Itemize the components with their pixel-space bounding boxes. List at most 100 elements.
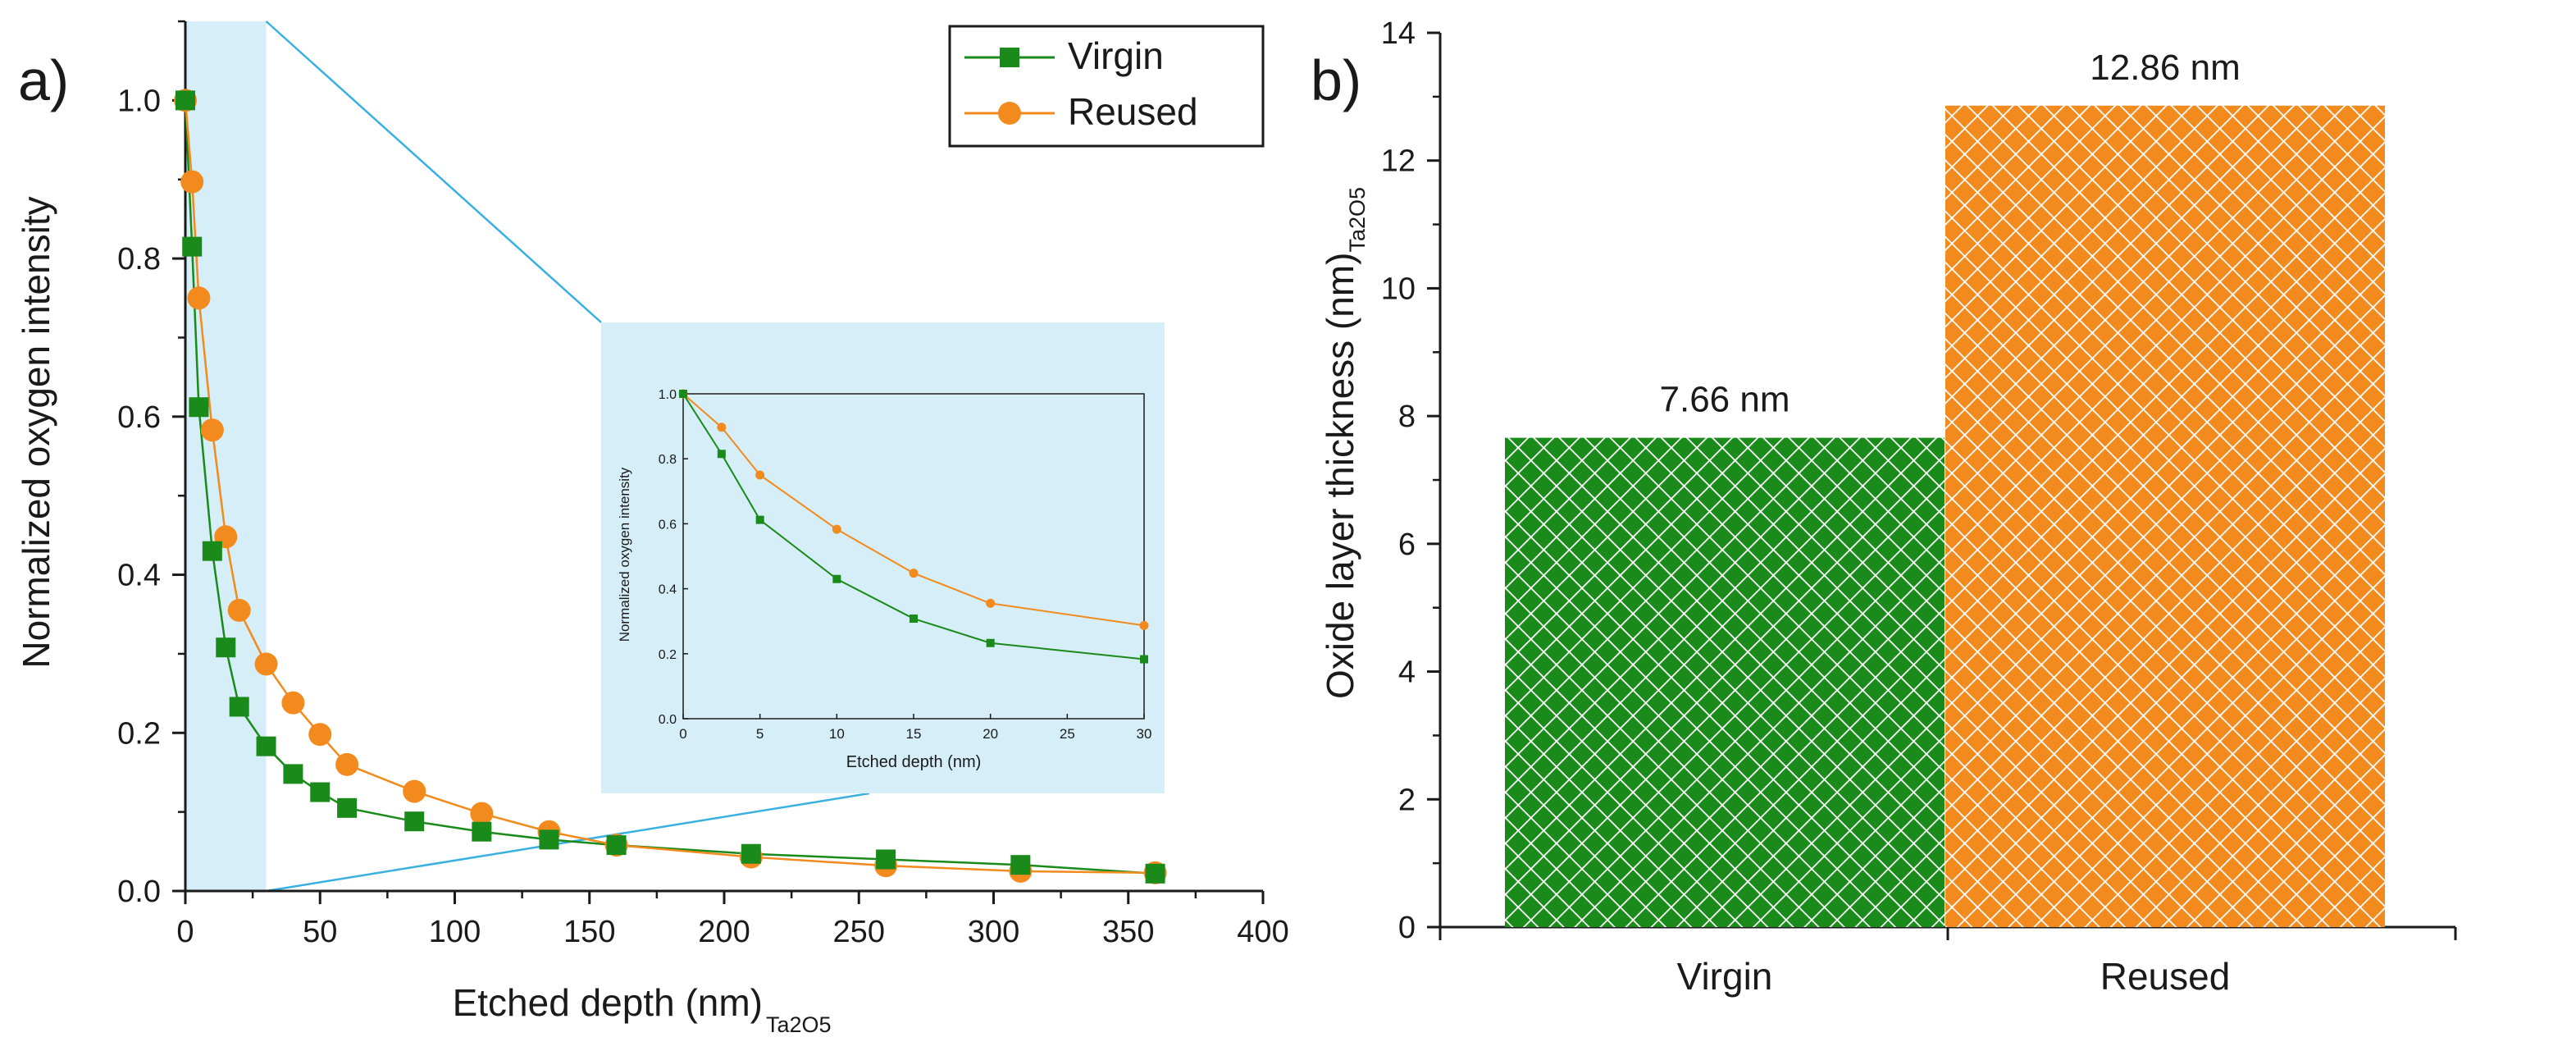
inset-y-tick-label: 0.0 [659,713,677,727]
data-point-virgin [256,736,276,756]
panel-b-label: b) [1311,48,1361,112]
b-y-tick-label: 4 [1398,656,1416,690]
inset-x-tick-label: 15 [906,726,922,742]
data-point-reused [254,652,278,676]
x-tick-label: 200 [698,915,750,949]
data-point-virgin [176,90,195,111]
inset-x-tick-label: 20 [983,726,998,742]
data-point-reused [227,598,251,622]
x-tick-label: 300 [968,915,1019,949]
y-tick-label: 0.6 [117,400,161,435]
panel-a-legend: Virgin Reused [948,25,1265,148]
data-point-reused [403,779,426,803]
inset-point-reused [717,423,727,432]
data-point-virgin [404,811,425,832]
data-point-virgin [472,821,492,842]
b-y-tick-label: 8 [1398,400,1416,434]
data-point-reused [470,802,494,825]
data-point-reused [187,286,211,310]
x-tick-label: 100 [429,915,481,949]
series-line-virgin [184,100,1156,875]
legend-frame [948,25,1265,148]
b-y-tick-label: 10 [1381,272,1416,306]
inset-point-virgin [755,515,764,524]
zoom-line-bottom [266,792,870,893]
inset-x-axis-title: Etched depth (nm) [846,753,982,771]
inset-point-reused [832,524,841,534]
b-y-tick-label: 12 [1381,144,1416,179]
x-tick-label: 0 [176,915,194,949]
inset-x-tick-label: 25 [1060,726,1075,742]
data-point-virgin [202,541,222,561]
legend-marker-virgin [1000,48,1019,67]
inset-point-reused [909,569,919,578]
data-point-reused [200,418,224,442]
bar-value-label-reused: 12.86 nm [2090,48,2240,88]
y-tick-label: 0.4 [117,559,161,593]
inset-axes [682,393,1145,720]
inset-series [678,389,1149,664]
zoom-highlight-region [185,21,267,891]
data-point-virgin [189,397,209,418]
data-point-virgin [606,835,627,856]
data-point-virgin [310,782,331,802]
inset-y-tick-label: 0.8 [659,453,677,467]
y-tick-label: 0.8 [117,242,161,276]
category-label-reused: Reused [2100,955,2231,998]
inset-y-tick-label: 0.4 [659,583,677,597]
data-point-virgin [876,849,896,870]
data-point-virgin [216,637,236,658]
inset-tick-labels: 0 5 10 15 20 25 30 0.0 0.2 0.4 0.6 0.8 1.0 [659,388,1152,742]
panel-a-axes [172,20,1265,904]
data-point-reused [281,691,305,715]
inset-point-reused [755,470,765,480]
highlight-band [185,21,267,891]
b-y-tick-label: 2 [1398,783,1416,817]
inset-point-virgin [679,390,687,398]
panel-b-tick-labels: 0 2 4 6 8 10 12 14 Virgin Reused [1381,16,2231,998]
inset-point-virgin [832,574,841,583]
panel-b-bars: 7.66 nm 12.86 nm [1505,48,2385,927]
data-point-virgin [539,829,559,850]
inset-chart: 0 5 10 15 20 25 30 0.0 0.2 0.4 0.6 0.8 1.0 Etched de… [601,322,1165,793]
inset-point-reused [1139,620,1149,630]
panel-a-series [174,89,1167,884]
inset-x-tick-label: 0 [679,726,686,742]
y-tick-label: 1.0 [117,84,161,118]
b-y-tick-label: 14 [1381,16,1416,51]
data-point-virgin [1010,855,1031,875]
panel-a-x-axis-title-main: Etched depth (nm) [453,981,763,1024]
inset-x-tick-label: 10 [829,726,845,742]
x-tick-label: 50 [303,915,337,949]
bar-value-label-virgin: 7.66 nm [1660,380,1790,420]
inset-y-tick-label: 0.6 [659,518,677,532]
legend-marker-reused [998,102,1021,125]
y-tick-label: 0.2 [117,716,161,751]
inset-y-tick-label: 0.2 [659,648,677,662]
inset-point-virgin [986,638,995,647]
b-y-tick-label: 0 [1398,911,1416,945]
legend-label-virgin: Virgin [1068,34,1164,77]
zoom-line-top [265,21,602,323]
x-tick-label: 150 [563,915,615,949]
x-tick-label: 400 [1237,915,1288,949]
y-tick-label: 0.0 [117,875,161,909]
inset-point-virgin [717,450,726,459]
inset-x-tick-label: 30 [1137,726,1152,742]
data-point-virgin [741,843,761,864]
category-label-virgin: Virgin [1677,955,1773,998]
data-point-reused [180,170,204,194]
panel-a: 0 50 100 150 200 250 300 350 4000.00.20.40.60.81… [15,20,1289,1037]
inset-x-tick-label: 5 [756,726,764,742]
b-y-tick-label: 6 [1398,528,1416,562]
data-point-virgin [283,764,303,784]
data-point-virgin [182,236,203,257]
legend-label-reused: Reused [1068,90,1198,133]
zoom-connector-lines [265,21,870,893]
inset-y-tick-label: 1.0 [659,388,677,402]
series-line-reused [184,100,1156,875]
data-point-virgin [229,697,249,717]
panel-b: b) 7.66 nm 12.86 nm 0 2 4 6 8 10 12 14 Virgin Reus… [1311,16,2457,998]
panel-a-label: a) [18,48,69,112]
